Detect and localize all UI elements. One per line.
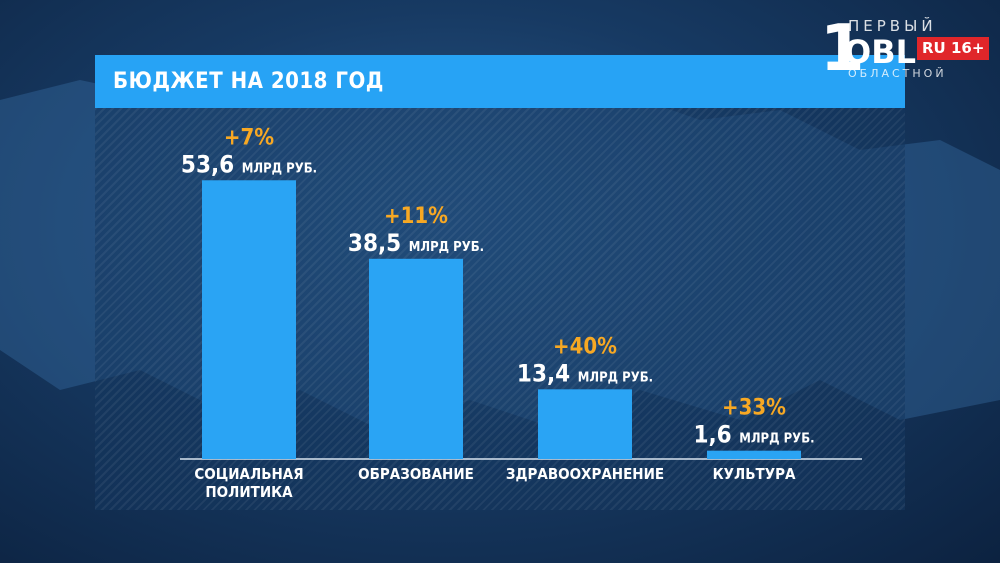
category-label: ОБРАЗОВАНИЕ [358, 465, 474, 483]
logo-top-text: ПЕРВЫЙ [848, 17, 937, 35]
bar [202, 180, 296, 459]
data-label: 53,6 МЛРД РУБ. [181, 150, 317, 178]
logo-obl-text: OBL [844, 33, 916, 71]
data-label-value: 38,5 [348, 229, 409, 257]
bar [369, 258, 463, 459]
change-label: +11% [384, 204, 448, 229]
category-label: ПОЛИТИКА [205, 483, 293, 501]
title-bar: БЮДЖЕТ НА 2018 ГОД [95, 55, 905, 108]
chart-title: БЮДЖЕТ НА 2018 ГОД [113, 69, 384, 94]
data-label: 1,6 МЛРД РУБ. [693, 421, 814, 449]
age-rating-badge: RU 16+ [917, 37, 990, 60]
bar [538, 389, 632, 459]
data-label-unit: МЛРД РУБ. [409, 240, 484, 255]
data-label-unit: МЛРД РУБ. [578, 370, 653, 385]
channel-logo: 1 ПЕРВЫЙ OBL ОБЛАСТНОЙ RU 16+ [820, 15, 990, 85]
category-label: ЗДРАВООХРАНЕНИЕ [506, 465, 664, 483]
change-label: +40% [553, 334, 617, 359]
data-label-unit: МЛРД РУБ. [242, 161, 317, 176]
change-label: +7% [224, 125, 274, 150]
category-label: КУЛЬТУРА [713, 465, 796, 483]
logo-bottom-text: ОБЛАСТНОЙ [848, 67, 947, 80]
data-label-value: 13,4 [517, 359, 578, 387]
data-label: 38,5 МЛРД РУБ. [348, 229, 484, 257]
bar [707, 450, 801, 459]
data-label-unit: МЛРД РУБ. [739, 432, 814, 447]
category-label: СОЦИАЛЬНАЯ [194, 465, 303, 483]
data-label-value: 53,6 [181, 150, 242, 178]
data-label-value: 1,6 [693, 421, 739, 449]
change-label: +33% [722, 396, 786, 421]
data-label: 13,4 МЛРД РУБ. [517, 359, 653, 387]
